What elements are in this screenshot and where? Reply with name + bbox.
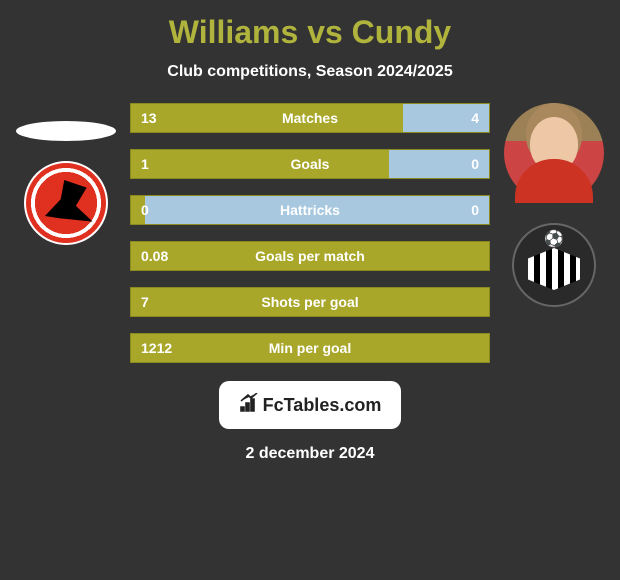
stat-value-left: 0.08: [141, 248, 168, 264]
stat-bar: Matches 13 4: [130, 103, 490, 133]
right-player-col: [504, 103, 604, 307]
right-player-avatar: [504, 103, 604, 203]
subtitle: Club competitions, Season 2024/2025: [15, 63, 605, 81]
right-club-badge: [512, 223, 596, 307]
brand-text: FcTables.com: [263, 395, 382, 416]
comparison-row: Matches 13 4 Goals 1 0 Hattricks 0 0 Goals per ma…: [15, 103, 605, 363]
stat-label: Goals per match: [255, 248, 365, 264]
stat-value-left: 1: [141, 156, 149, 172]
stat-value-left: 7: [141, 294, 149, 310]
footer-date: 2 december 2024: [15, 445, 605, 463]
stat-label: Shots per goal: [261, 294, 358, 310]
stat-value-right: 0: [471, 202, 479, 218]
stat-value-left: 0: [141, 202, 149, 218]
stat-fill-left: [131, 104, 403, 132]
stat-bar: Min per goal 1212: [130, 333, 490, 363]
brand-badge: FcTables.com: [219, 381, 401, 429]
stat-label: Goals: [291, 156, 330, 172]
stat-label: Hattricks: [280, 202, 340, 218]
stat-value-right: 0: [471, 156, 479, 172]
stat-bar: Goals per match 0.08: [130, 241, 490, 271]
left-player-col: [16, 103, 116, 245]
stat-label: Matches: [282, 110, 338, 126]
stat-bar: Shots per goal 7: [130, 287, 490, 317]
stat-value-left: 1212: [141, 340, 172, 356]
left-player-avatar: [16, 121, 116, 141]
stat-label: Min per goal: [269, 340, 351, 356]
stat-value-left: 13: [141, 110, 157, 126]
chart-icon: [239, 393, 259, 418]
left-club-badge: [24, 161, 108, 245]
stat-bar: Goals 1 0: [130, 149, 490, 179]
stat-fill-left: [131, 150, 389, 178]
stat-value-right: 4: [471, 110, 479, 126]
page-title: Williams vs Cundy: [15, 14, 605, 51]
stats-column: Matches 13 4 Goals 1 0 Hattricks 0 0 Goals per ma…: [130, 103, 490, 363]
stat-bar: Hattricks 0 0: [130, 195, 490, 225]
